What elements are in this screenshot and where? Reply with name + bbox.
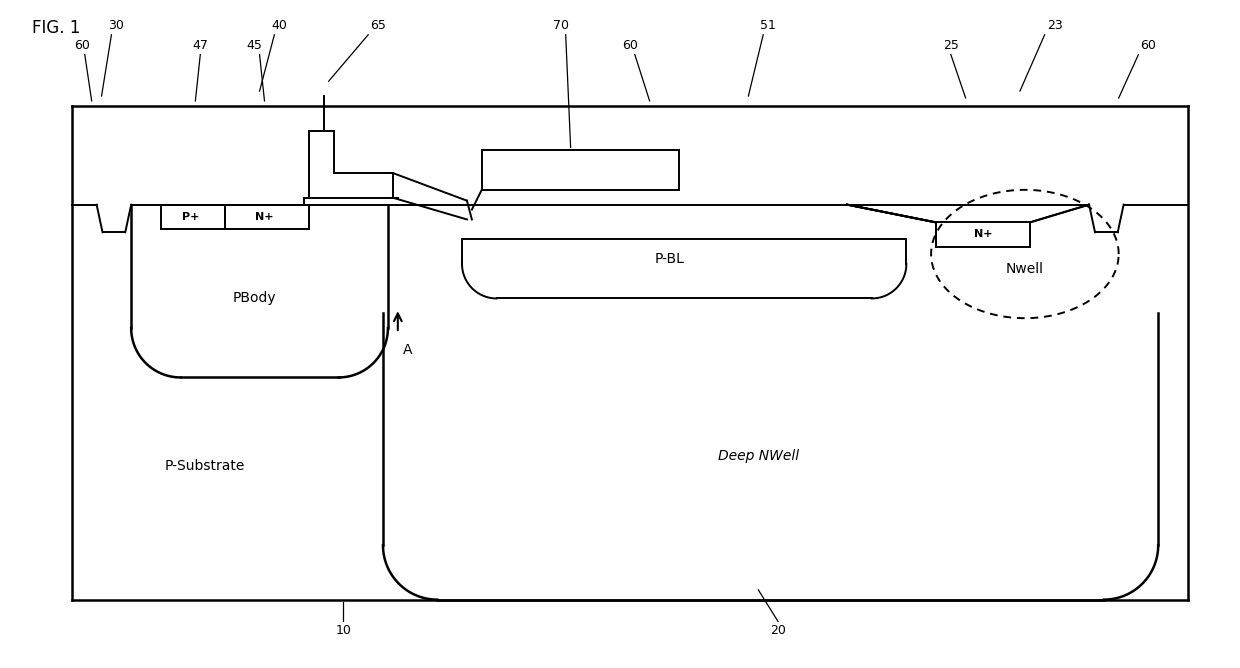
Text: 45: 45	[247, 39, 263, 51]
Text: Nwell: Nwell	[1006, 262, 1044, 276]
Text: N+: N+	[255, 212, 274, 222]
Text: N+: N+	[975, 229, 993, 239]
Text: 23: 23	[1047, 19, 1063, 32]
Text: 25: 25	[942, 39, 959, 51]
Text: A: A	[403, 343, 413, 357]
Text: P-Substrate: P-Substrate	[165, 460, 246, 474]
Text: 65: 65	[370, 19, 386, 32]
Text: 70: 70	[553, 19, 569, 32]
Text: P+: P+	[182, 212, 200, 222]
Text: 47: 47	[192, 39, 208, 51]
Text: 20: 20	[770, 625, 786, 637]
Text: 40: 40	[272, 19, 288, 32]
Text: 60: 60	[622, 39, 637, 51]
Text: P-BL: P-BL	[655, 252, 684, 266]
Text: PBody: PBody	[233, 291, 277, 305]
Text: 51: 51	[760, 19, 776, 32]
Text: Deep NWell: Deep NWell	[718, 450, 799, 464]
Text: 30: 30	[108, 19, 124, 32]
Text: 60: 60	[1141, 39, 1156, 51]
Text: 60: 60	[74, 39, 89, 51]
Text: FIG. 1: FIG. 1	[32, 19, 81, 37]
Text: 10: 10	[336, 625, 351, 637]
